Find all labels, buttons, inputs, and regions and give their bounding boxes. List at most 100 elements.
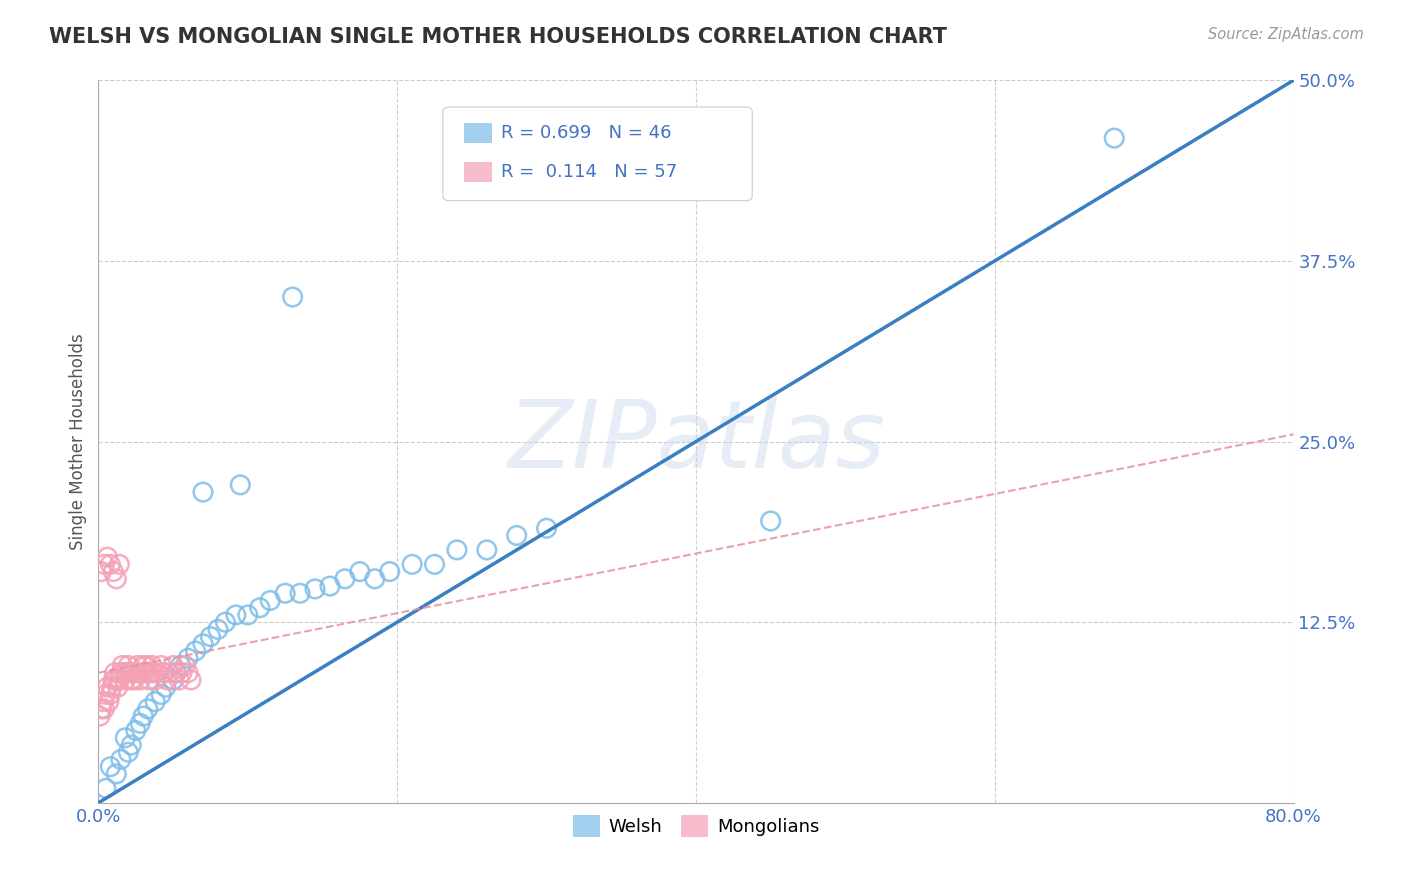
- Point: [506, 528, 529, 542]
- Point: [167, 673, 190, 687]
- Point: [155, 680, 177, 694]
- Point: [162, 673, 184, 687]
- Point: [288, 586, 311, 600]
- Point: [207, 623, 229, 637]
- Point: [153, 665, 176, 680]
- Point: [120, 673, 142, 687]
- Point: [90, 565, 112, 579]
- Point: [98, 760, 122, 774]
- Point: [136, 702, 159, 716]
- Point: [104, 665, 127, 680]
- Point: [165, 665, 187, 680]
- Point: [111, 658, 134, 673]
- Point: [118, 665, 141, 680]
- Point: [89, 709, 111, 723]
- Point: [446, 542, 468, 557]
- Point: [108, 673, 131, 687]
- Point: [333, 572, 356, 586]
- Point: [214, 615, 236, 630]
- Point: [94, 781, 117, 796]
- Point: [108, 558, 131, 572]
- Point: [93, 702, 115, 716]
- Point: [191, 637, 214, 651]
- Point: [162, 658, 184, 673]
- Point: [129, 673, 152, 687]
- Point: [249, 600, 271, 615]
- Point: [91, 695, 114, 709]
- Point: [98, 558, 122, 572]
- Point: [138, 673, 160, 687]
- Point: [169, 658, 191, 673]
- Point: [229, 478, 252, 492]
- Point: [98, 687, 122, 701]
- Point: [142, 665, 165, 680]
- Point: [150, 687, 173, 701]
- Point: [117, 745, 139, 759]
- Point: [177, 665, 200, 680]
- Point: [349, 565, 371, 579]
- Point: [378, 565, 401, 579]
- Point: [191, 485, 214, 500]
- Point: [225, 607, 247, 622]
- Point: [184, 644, 207, 658]
- Point: [136, 665, 159, 680]
- Point: [105, 767, 128, 781]
- Point: [125, 665, 148, 680]
- Point: [134, 665, 156, 680]
- Point: [319, 579, 342, 593]
- Point: [536, 521, 558, 535]
- Point: [759, 514, 782, 528]
- Point: [124, 673, 146, 687]
- Point: [97, 695, 120, 709]
- Y-axis label: Single Mother Households: Single Mother Households: [69, 334, 87, 549]
- Point: [132, 658, 155, 673]
- Point: [127, 658, 149, 673]
- Point: [177, 651, 200, 665]
- Text: WELSH VS MONGOLIAN SINGLE MOTHER HOUSEHOLDS CORRELATION CHART: WELSH VS MONGOLIAN SINGLE MOTHER HOUSEHO…: [49, 27, 948, 46]
- Text: R = 0.699   N = 46: R = 0.699 N = 46: [501, 124, 671, 142]
- Point: [129, 716, 152, 731]
- Point: [172, 665, 194, 680]
- Point: [139, 665, 162, 680]
- Point: [165, 665, 187, 680]
- Point: [143, 673, 166, 687]
- Point: [304, 582, 326, 596]
- Point: [281, 290, 304, 304]
- Point: [96, 550, 118, 565]
- Point: [105, 673, 128, 687]
- Point: [259, 593, 281, 607]
- Point: [1104, 131, 1126, 145]
- Point: [101, 680, 124, 694]
- Legend: Welsh, Mongolians: Welsh, Mongolians: [565, 808, 827, 845]
- Point: [125, 723, 148, 738]
- Point: [401, 558, 423, 572]
- Point: [94, 687, 117, 701]
- Point: [117, 658, 139, 673]
- Point: [121, 665, 143, 680]
- Point: [112, 665, 135, 680]
- Point: [115, 665, 138, 680]
- Text: R =  0.114   N = 57: R = 0.114 N = 57: [501, 163, 676, 181]
- Point: [423, 558, 446, 572]
- Point: [135, 658, 157, 673]
- Point: [103, 673, 125, 687]
- Point: [103, 565, 125, 579]
- Point: [156, 673, 179, 687]
- Point: [150, 658, 173, 673]
- Point: [141, 658, 163, 673]
- Point: [143, 695, 166, 709]
- Point: [131, 665, 153, 680]
- Text: Source: ZipAtlas.com: Source: ZipAtlas.com: [1208, 27, 1364, 42]
- Point: [236, 607, 259, 622]
- Point: [132, 709, 155, 723]
- Point: [274, 586, 297, 600]
- Point: [475, 542, 498, 557]
- Point: [159, 665, 181, 680]
- Point: [364, 572, 387, 586]
- Text: ZIPatlas: ZIPatlas: [508, 396, 884, 487]
- Point: [110, 665, 132, 680]
- Point: [174, 658, 197, 673]
- Point: [90, 702, 112, 716]
- Point: [93, 558, 115, 572]
- Point: [200, 630, 222, 644]
